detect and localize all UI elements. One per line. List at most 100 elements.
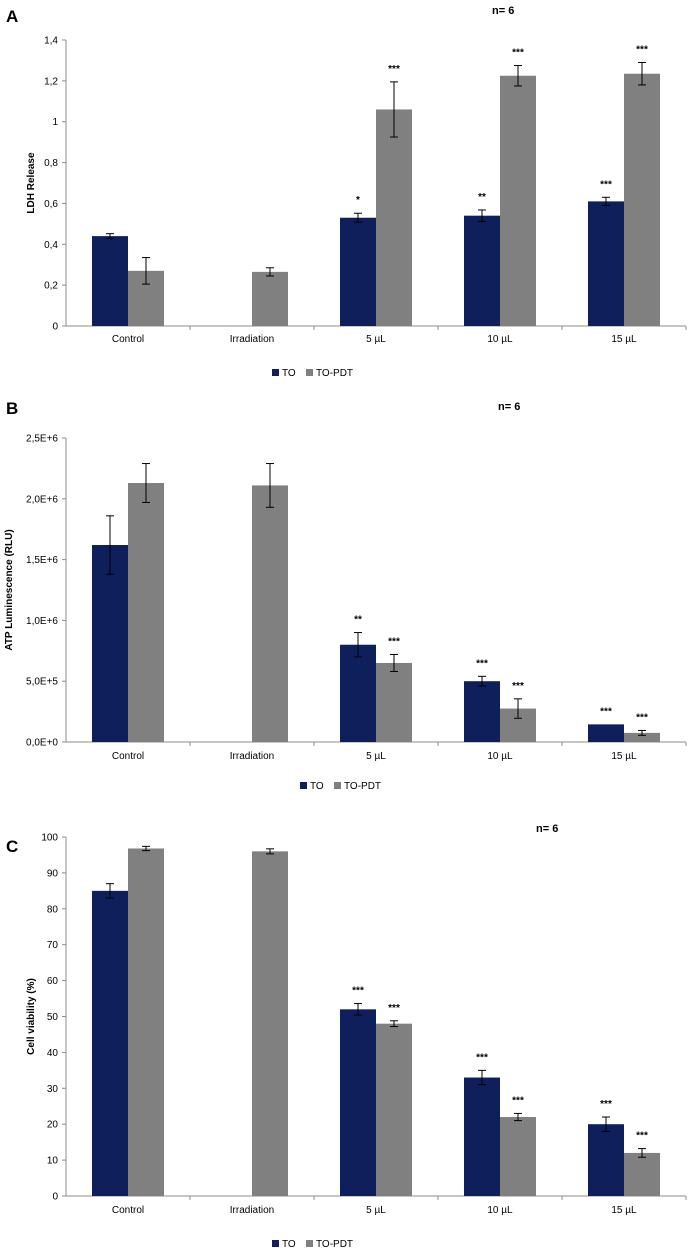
y-tick-label: 5,0E+5 (26, 677, 58, 688)
bar-to-pdt (128, 482, 164, 742)
bar-to (340, 1009, 376, 1196)
y-tick-label: 1,2 (44, 76, 58, 87)
bar-to (464, 681, 500, 742)
category-label: 10 µL (487, 1205, 513, 1216)
legend-label: TO (282, 368, 296, 379)
bar-to (464, 1077, 500, 1196)
category-label: 10 µL (487, 334, 513, 345)
legend-swatch (306, 369, 313, 376)
bar-to (92, 236, 128, 326)
category-label: 5 µL (366, 1205, 386, 1216)
significance-label: *** (388, 636, 400, 647)
y-tick-label: 0,6 (44, 199, 58, 210)
bar-to (92, 890, 128, 1196)
chart-panel-c: Cn= 6 0 10 20 30 40 50 60 70 80 90 100 Cell viabilit… (6, 823, 687, 1250)
category-label: 5 µL (366, 751, 386, 762)
y-tick-label: 2,5E+6 (26, 434, 58, 445)
legend-label: TO-PDT (316, 368, 353, 379)
bar-to-pdt (376, 1023, 412, 1196)
category-label: 10 µL (487, 751, 513, 762)
y-tick-label: 90 (47, 868, 59, 879)
y-axis-title: LDH Release (26, 152, 37, 214)
sample-size-label: n= 6 (498, 401, 520, 413)
y-tick-label: 20 (47, 1120, 59, 1131)
bar-to-pdt (252, 271, 288, 326)
legend-label: TO-PDT (344, 781, 381, 792)
sample-size-label: n= 6 (536, 823, 558, 835)
legend-swatch (306, 1240, 313, 1247)
y-tick-label: 1 (52, 117, 58, 128)
legend-label: TO-PDT (316, 1239, 353, 1250)
y-tick-label: 100 (41, 833, 58, 844)
legend-label: TO (310, 781, 324, 792)
y-tick-label: 2,0E+6 (26, 494, 58, 505)
sample-size-label: n= 6 (492, 5, 514, 17)
y-tick-label: 0 (52, 1192, 58, 1203)
y-tick-label: 30 (47, 1084, 59, 1095)
significance-label: *** (512, 681, 524, 692)
y-tick-label: 40 (47, 1048, 59, 1059)
category-label: 5 µL (366, 334, 386, 345)
y-tick-label: 50 (47, 1012, 59, 1023)
legend-swatch (272, 1240, 279, 1247)
y-tick-label: 1,5E+6 (26, 555, 58, 566)
bar-to-pdt (376, 109, 412, 326)
category-label: Irradiation (230, 751, 274, 762)
bar-to-pdt (500, 75, 536, 326)
category-label: Control (112, 1205, 144, 1216)
panel-label: C (6, 837, 18, 856)
y-tick-label: 1,4 (44, 36, 58, 47)
y-tick-label: 60 (47, 976, 59, 987)
category-label: Irradiation (230, 1205, 274, 1216)
bar-to (588, 201, 624, 326)
bar-to-pdt (500, 1117, 536, 1196)
bar-to (588, 724, 624, 742)
legend-swatch (272, 369, 279, 376)
significance-label: *** (636, 44, 648, 55)
category-label: Control (112, 751, 144, 762)
bar-to-pdt (624, 73, 660, 326)
y-tick-label: 10 (47, 1156, 59, 1167)
panel-label: A (6, 7, 18, 26)
significance-label: *** (512, 48, 524, 59)
significance-label: *** (636, 1131, 648, 1142)
bar-to-pdt (624, 1152, 660, 1196)
y-tick-label: 0,4 (44, 240, 58, 251)
significance-label: *** (512, 1095, 524, 1106)
significance-label: * (356, 195, 360, 206)
significance-label: *** (600, 179, 612, 190)
bar-to (464, 215, 500, 326)
significance-label: *** (388, 1003, 400, 1014)
significance-label: *** (476, 1052, 488, 1063)
significance-label: *** (636, 712, 648, 723)
significance-label: *** (352, 986, 364, 997)
bar-to (92, 545, 128, 742)
y-tick-label: 70 (47, 940, 59, 951)
category-label: Irradiation (230, 334, 274, 345)
category-label: Control (112, 334, 144, 345)
category-label: 15 µL (611, 334, 637, 345)
category-label: 15 µL (611, 1205, 637, 1216)
panel-label: B (6, 399, 18, 418)
y-tick-label: 0,0E+0 (26, 738, 58, 749)
bar-to (340, 644, 376, 742)
bar-to (588, 1124, 624, 1196)
significance-label: *** (600, 706, 612, 717)
y-tick-label: 80 (47, 904, 59, 915)
y-tick-label: 0 (52, 322, 58, 333)
bar-to-pdt (252, 851, 288, 1196)
y-tick-label: 0,2 (44, 281, 58, 292)
y-tick-label: 1,0E+6 (26, 616, 58, 627)
bar-to-pdt (376, 662, 412, 742)
significance-label: *** (388, 64, 400, 75)
significance-label: *** (600, 1099, 612, 1110)
legend-swatch (300, 782, 307, 789)
y-axis-title: ATP Luminescence (RLU) (4, 529, 15, 650)
significance-label: ** (478, 192, 486, 203)
bar-to-pdt (624, 732, 660, 742)
legend-swatch (334, 782, 341, 789)
legend-label: TO (282, 1239, 296, 1250)
